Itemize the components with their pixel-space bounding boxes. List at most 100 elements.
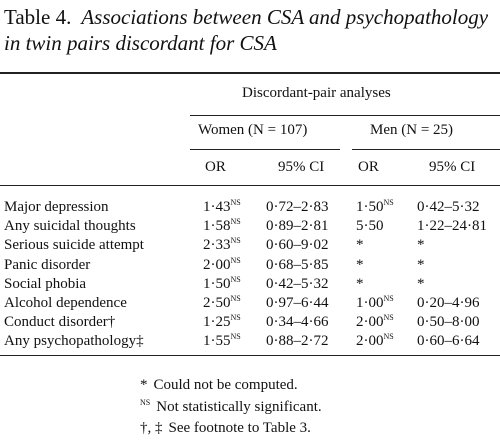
cell-value: 0·20–4·96 <box>417 295 480 311</box>
cell: 0·88–2·72 <box>266 332 329 350</box>
cell-value: 1·00 <box>356 295 384 311</box>
cell-value: * <box>356 275 364 292</box>
cell: 1·55NS <box>203 332 241 350</box>
group-header: Women (N = 107) <box>198 122 308 138</box>
significance-note: NS <box>383 198 394 207</box>
cell: 0·97–6·44 <box>266 294 329 312</box>
table-caption: Associations between CSA and psychopatho… <box>4 5 489 55</box>
cell: * <box>417 236 425 254</box>
cell-value: 0·88–2·72 <box>266 333 329 350</box>
significance-note: NS <box>230 255 241 265</box>
cell: 0·68–5·85 <box>266 256 329 274</box>
cell: 2·50NS <box>203 294 241 312</box>
cell: * <box>356 236 364 254</box>
cell: 0·89–2·81 <box>266 217 329 235</box>
significance-note: NS <box>230 236 241 246</box>
cell-value: 1·25 <box>203 314 231 331</box>
cell-value: 0·68–5·85 <box>266 256 329 273</box>
cell-value: 2·00 <box>356 314 384 331</box>
column-header: 95% CI <box>278 159 325 175</box>
row-label: Any suicidal thoughts <box>4 218 136 235</box>
cell: 1·22–24·81 <box>417 217 487 235</box>
top-rule <box>0 72 500 74</box>
cell: 0·60–6·64 <box>417 332 480 350</box>
footnote-text: Not statistically significant. <box>156 398 322 415</box>
significance-note: NS <box>230 332 241 342</box>
cell: 1·50NS <box>356 198 394 216</box>
cell: 0·42–5·32 <box>417 198 480 216</box>
cell-value: 0·97–6·44 <box>266 295 329 311</box>
cell: 1·58NS <box>203 217 241 235</box>
significance-note: NS <box>230 274 241 284</box>
group-rule <box>352 149 500 150</box>
footnote: †, ‡ See footnote to Table 3. <box>140 419 311 437</box>
significance-note: NS <box>383 294 394 303</box>
cell: * <box>417 256 425 274</box>
cell: 1·00NS <box>356 294 394 312</box>
row-label: Alcohol dependence <box>4 295 127 311</box>
cell: 0·72–2·83 <box>266 198 329 216</box>
footnote-text: Could not be computed. <box>153 377 298 393</box>
cell: 0·60–9·02 <box>266 236 329 254</box>
cell-value: 1·58 <box>203 218 231 235</box>
cell: 2·00NS <box>356 313 394 331</box>
significance-note: NS <box>230 313 241 323</box>
cell-value: 5·50 <box>356 218 384 235</box>
cell-value: * <box>356 256 364 273</box>
column-header: OR <box>205 159 226 175</box>
spanner-header: Discordant-pair analyses <box>242 85 391 101</box>
cell: 1·43NS <box>203 198 241 216</box>
cell: 0·42–5·32 <box>266 275 329 293</box>
cell-value: 1·22–24·81 <box>417 218 487 235</box>
cell: 0·50–8·00 <box>417 313 480 331</box>
group-rule <box>190 149 340 150</box>
footnote-symbol: NS <box>140 397 151 407</box>
cell-value: 1·55 <box>203 333 231 350</box>
cell-value: * <box>356 237 364 254</box>
cell: 2·33NS <box>203 236 241 254</box>
header-rule <box>0 185 500 186</box>
cell: * <box>356 275 364 293</box>
table-title: Table 4. Associations between CSA and psy… <box>4 4 494 56</box>
cell-value: 0·89–2·81 <box>266 218 329 235</box>
cell: 5·50 <box>356 217 384 235</box>
cell-value: 0·50–8·00 <box>417 314 480 331</box>
footnote-symbol: * <box>140 377 148 393</box>
spanner-rule <box>190 115 500 116</box>
row-label: Any psychopathology‡ <box>4 333 144 350</box>
cell-value: 1·50 <box>203 275 231 292</box>
column-header: OR <box>358 159 379 175</box>
cell: 0·34–4·66 <box>266 313 329 331</box>
cell-value: 2·00 <box>356 333 384 350</box>
cell: 0·20–4·96 <box>417 294 480 312</box>
footnote: NS Not statistically significant. <box>140 398 322 416</box>
cell: * <box>417 275 425 293</box>
cell-value: * <box>417 237 425 254</box>
cell: * <box>356 256 364 274</box>
significance-note: NS <box>383 332 394 342</box>
cell-value: 1·43 <box>203 199 231 215</box>
cell-value: 2·33 <box>203 237 231 254</box>
cell-value: 0·60–9·02 <box>266 237 329 254</box>
significance-note: NS <box>230 217 241 227</box>
row-label: Panic disorder <box>4 256 91 273</box>
cell-value: 1·50 <box>356 199 384 215</box>
row-label: Serious suicide attempt <box>4 237 144 254</box>
row-label: Social phobia <box>4 275 87 292</box>
footnote-symbol: †, ‡ <box>140 420 163 436</box>
cell-value: 2·50 <box>203 295 231 311</box>
cell-value: * <box>417 275 425 292</box>
cell: 1·25NS <box>203 313 241 331</box>
cell-value: * <box>417 256 425 273</box>
cell: 2·00NS <box>356 332 394 350</box>
row-label: Major depression <box>4 199 109 215</box>
cell: 1·50NS <box>203 275 241 293</box>
significance-note: NS <box>383 313 394 323</box>
cell-value: 0·42–5·32 <box>266 275 329 292</box>
row-label: Conduct disorder† <box>4 314 116 331</box>
cell: 2·00NS <box>203 256 241 274</box>
group-header: Men (N = 25) <box>370 122 454 138</box>
cell-value: 2·00 <box>203 256 231 273</box>
significance-note: NS <box>230 294 241 303</box>
